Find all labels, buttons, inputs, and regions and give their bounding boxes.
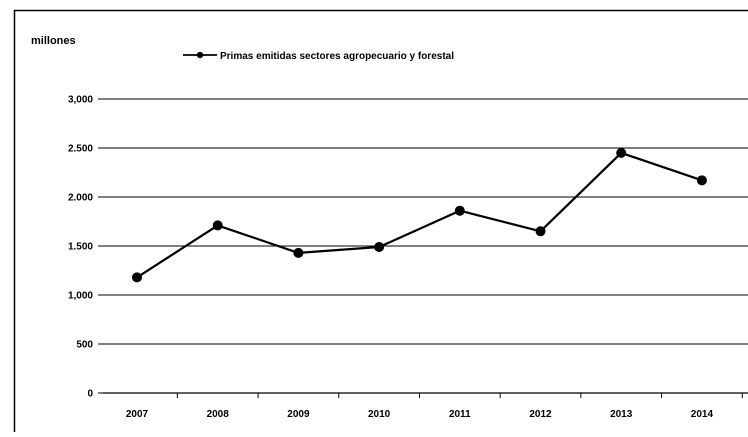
y-tick-label: 3,000: [68, 95, 93, 106]
data-point: [374, 242, 384, 252]
x-tick-label: 2014: [691, 409, 714, 420]
data-point: [616, 148, 626, 158]
legend: Primas emitidas sectores agropecuario y …: [183, 51, 454, 62]
x-tick-label: 2010: [368, 409, 391, 420]
x-tick-label: 2008: [207, 409, 230, 420]
x-tick-label: 2009: [287, 409, 310, 420]
data-point: [536, 226, 546, 236]
data-point: [132, 272, 142, 282]
y-tick-label: 2.500: [68, 144, 93, 155]
y-axis-label: millones: [31, 35, 76, 47]
data-point: [213, 220, 223, 230]
grid: [103, 99, 748, 344]
series-line: [137, 153, 702, 278]
data-point: [455, 206, 465, 216]
y-tick-label: 500: [76, 340, 93, 351]
x-tick-label: 2013: [610, 409, 633, 420]
y-tick-label: 1.500: [68, 242, 93, 253]
chart-frame: [15, 11, 748, 433]
x-tick-label: 2011: [449, 409, 471, 420]
y-tick-label: 0: [87, 389, 93, 400]
data-point: [293, 248, 303, 258]
legend-label: Primas emitidas sectores agropecuario y …: [220, 51, 454, 62]
legend-marker: [197, 52, 203, 58]
y-tick-label: 2.000: [68, 193, 93, 204]
series: [132, 148, 707, 282]
x-tick-label: 2007: [126, 409, 149, 420]
data-point: [697, 175, 707, 185]
x-tick-label: 2012: [529, 409, 552, 420]
y-tick-label: 1,000: [68, 291, 93, 302]
